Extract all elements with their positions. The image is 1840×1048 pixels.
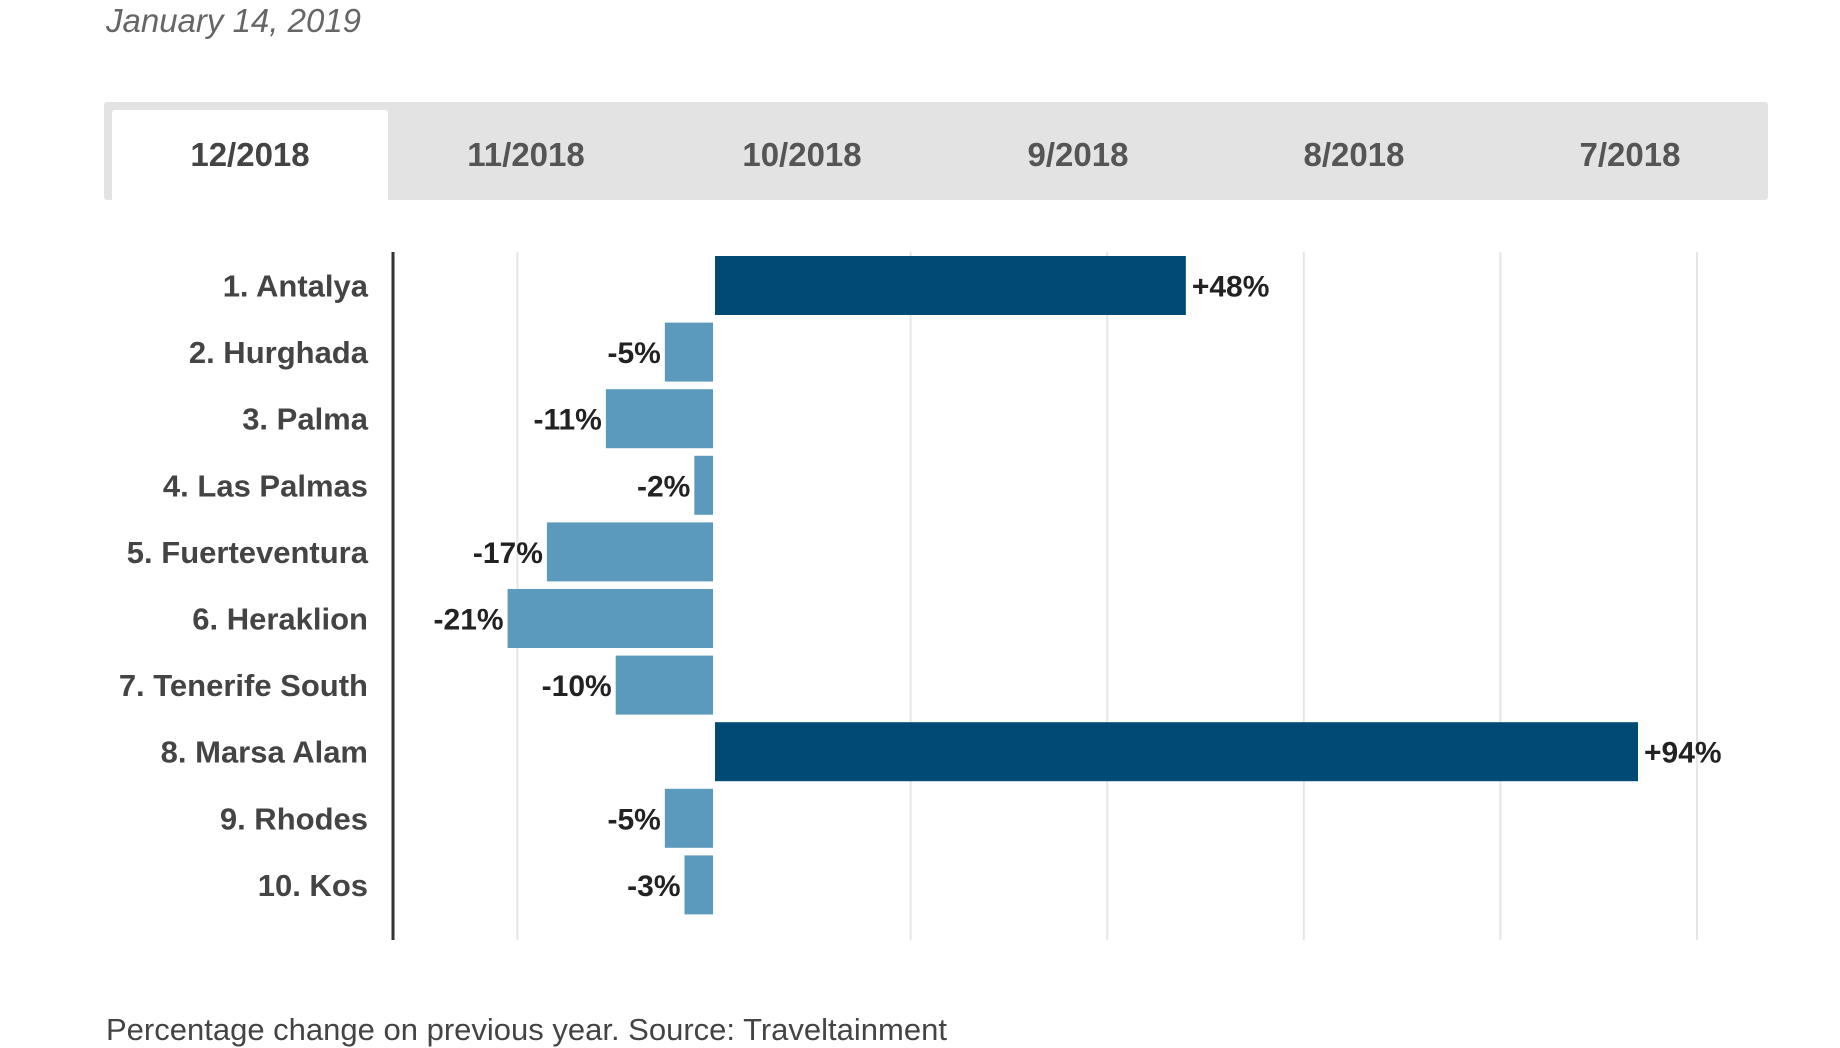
category-label-8: 8. Marsa Alam: [161, 735, 368, 770]
data-label-5: -17%: [473, 537, 543, 570]
data-label-9: -5%: [607, 803, 660, 836]
bar-7: [615, 655, 714, 715]
data-label-10: -3%: [627, 870, 680, 903]
bar-6: [507, 589, 714, 648]
bar-10: [684, 855, 714, 915]
data-label-1: +48%: [1192, 271, 1270, 304]
bar-3: [605, 389, 714, 449]
data-label-6: -21%: [434, 604, 504, 637]
category-label-7: 7. Tenerife South: [119, 668, 368, 703]
data-label-2: -5%: [607, 337, 660, 370]
data-label-3: -11%: [533, 404, 601, 437]
tab-5[interactable]: 7/2018: [1579, 136, 1681, 173]
data-label-7: -10%: [542, 670, 612, 703]
date-label: January 14, 2019: [106, 2, 362, 39]
tab-2[interactable]: 10/2018: [742, 136, 862, 173]
chart-footnote: Percentage change on previous year. Sour…: [106, 1012, 947, 1047]
category-label-5: 5. Fuerteventura: [127, 535, 369, 570]
tab-0[interactable]: 12/2018: [112, 110, 388, 200]
bar-9: [664, 788, 714, 848]
bar-8: [714, 722, 1639, 782]
category-label-9: 9. Rhodes: [220, 801, 368, 836]
data-label-8: +94%: [1644, 737, 1722, 770]
category-label-3: 3. Palma: [242, 402, 369, 437]
tab-4[interactable]: 8/2018: [1303, 136, 1405, 173]
bar-chart-svg: 1. Antalya +48% 2. Hurghada -5% 3. Palma -11%…: [119, 252, 1722, 940]
data-label-4: -2%: [637, 470, 690, 503]
tab-1[interactable]: 11/2018: [467, 136, 585, 173]
month-tab-bar: 12/2018 11/2018 10/2018 9/2018 8/2018 7/…: [104, 102, 1768, 200]
bar-5: [546, 522, 714, 582]
bar-1: [714, 256, 1186, 315]
tab-3[interactable]: 9/2018: [1027, 136, 1129, 173]
category-label-2: 2. Hurghada: [189, 335, 369, 370]
category-label-1: 1. Antalya: [223, 269, 369, 304]
category-label-6: 6. Heraklion: [192, 602, 368, 637]
bar-2: [664, 322, 714, 382]
bar-4: [694, 455, 714, 515]
category-label-4: 4. Las Palmas: [163, 468, 368, 503]
bar-chart: 1. Antalya +48% 2. Hurghada -5% 3. Palma -11%…: [0, 240, 1840, 940]
category-label-10: 10. Kos: [258, 868, 368, 903]
